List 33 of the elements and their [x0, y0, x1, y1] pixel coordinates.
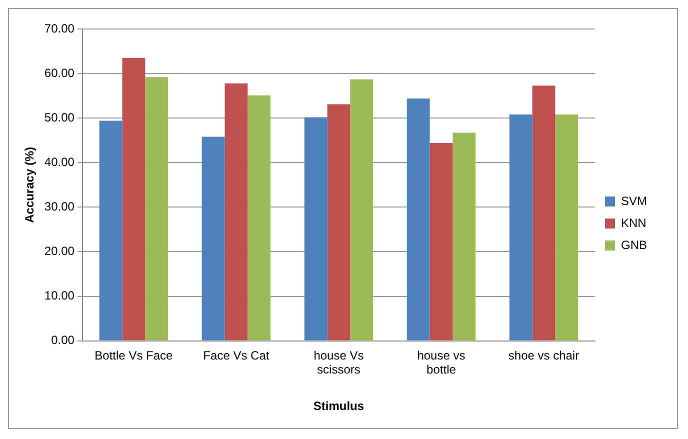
bar: [430, 143, 453, 340]
bar: [145, 77, 168, 340]
y-tick-label: 0.00: [51, 333, 75, 348]
y-tick-label: 70.00: [44, 21, 75, 36]
x-tick-label: Bottle Vs Face: [94, 348, 174, 362]
x-tick-label: house Vs scissors: [314, 348, 364, 377]
y-tick-label: 40.00: [44, 154, 75, 169]
bar: [555, 114, 578, 340]
y-axis-title: Accuracy (%): [22, 146, 37, 223]
bar: [248, 95, 271, 340]
bar: [406, 98, 430, 340]
x-tick-label: Face Vs Cat: [203, 348, 270, 362]
y-tick-label: 30.00: [44, 199, 75, 214]
bar: [224, 83, 248, 340]
legend-label: SVM: [620, 194, 648, 208]
bar: [202, 136, 225, 340]
bar: [509, 114, 532, 340]
bar: [452, 132, 476, 340]
bar: [99, 120, 122, 340]
bar: [304, 117, 328, 340]
x-tick-label: house vs bottle: [417, 348, 466, 377]
y-tick-label: 60.00: [44, 66, 75, 80]
x-tick-label: shoe vs chair: [508, 348, 580, 362]
bar: [532, 86, 556, 340]
y-tick-label: 20.00: [44, 244, 75, 258]
bar: [122, 58, 146, 340]
bar: [327, 104, 350, 340]
legend-label: GNB: [620, 238, 648, 252]
x-axis-title: Stimulus: [313, 399, 364, 414]
y-tick-label: 50.00: [44, 110, 75, 124]
bar: [350, 79, 374, 340]
legend-label: KNN: [620, 216, 646, 230]
y-tick-label: 10.00: [44, 288, 75, 303]
